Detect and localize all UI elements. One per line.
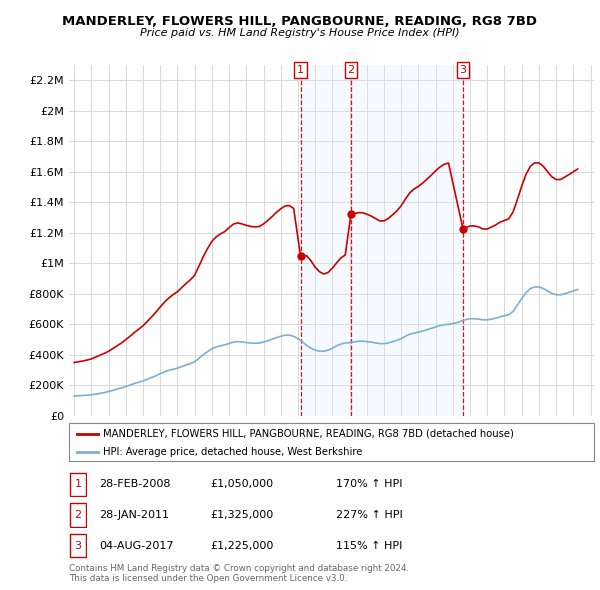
Text: £1,325,000: £1,325,000	[210, 510, 273, 520]
Text: Price paid vs. HM Land Registry's House Price Index (HPI): Price paid vs. HM Land Registry's House …	[140, 28, 460, 38]
FancyBboxPatch shape	[70, 473, 86, 496]
Text: 1: 1	[297, 65, 304, 75]
Text: 2: 2	[74, 510, 82, 520]
Text: 28-JAN-2011: 28-JAN-2011	[99, 510, 169, 520]
Bar	[301, 65, 351, 416]
FancyBboxPatch shape	[70, 534, 86, 558]
Text: 04-AUG-2017: 04-AUG-2017	[99, 541, 173, 550]
FancyBboxPatch shape	[69, 423, 594, 461]
Text: 227% ↑ HPI: 227% ↑ HPI	[336, 510, 403, 520]
Text: 28-FEB-2008: 28-FEB-2008	[99, 480, 170, 489]
Text: 170% ↑ HPI: 170% ↑ HPI	[336, 480, 403, 489]
FancyBboxPatch shape	[70, 503, 86, 527]
Text: MANDERLEY, FLOWERS HILL, PANGBOURNE, READING, RG8 7BD: MANDERLEY, FLOWERS HILL, PANGBOURNE, REA…	[62, 15, 538, 28]
Text: 3: 3	[74, 541, 82, 550]
Text: 2: 2	[347, 65, 355, 75]
Text: £1,050,000: £1,050,000	[210, 480, 273, 489]
Bar	[351, 65, 463, 416]
Text: 115% ↑ HPI: 115% ↑ HPI	[336, 541, 403, 550]
Text: 3: 3	[460, 65, 467, 75]
Text: MANDERLEY, FLOWERS HILL, PANGBOURNE, READING, RG8 7BD (detached house): MANDERLEY, FLOWERS HILL, PANGBOURNE, REA…	[103, 429, 514, 439]
Text: 1: 1	[74, 480, 82, 489]
Text: Contains HM Land Registry data © Crown copyright and database right 2024.
This d: Contains HM Land Registry data © Crown c…	[69, 563, 409, 583]
Text: £1,225,000: £1,225,000	[210, 541, 274, 550]
Text: HPI: Average price, detached house, West Berkshire: HPI: Average price, detached house, West…	[103, 447, 362, 457]
